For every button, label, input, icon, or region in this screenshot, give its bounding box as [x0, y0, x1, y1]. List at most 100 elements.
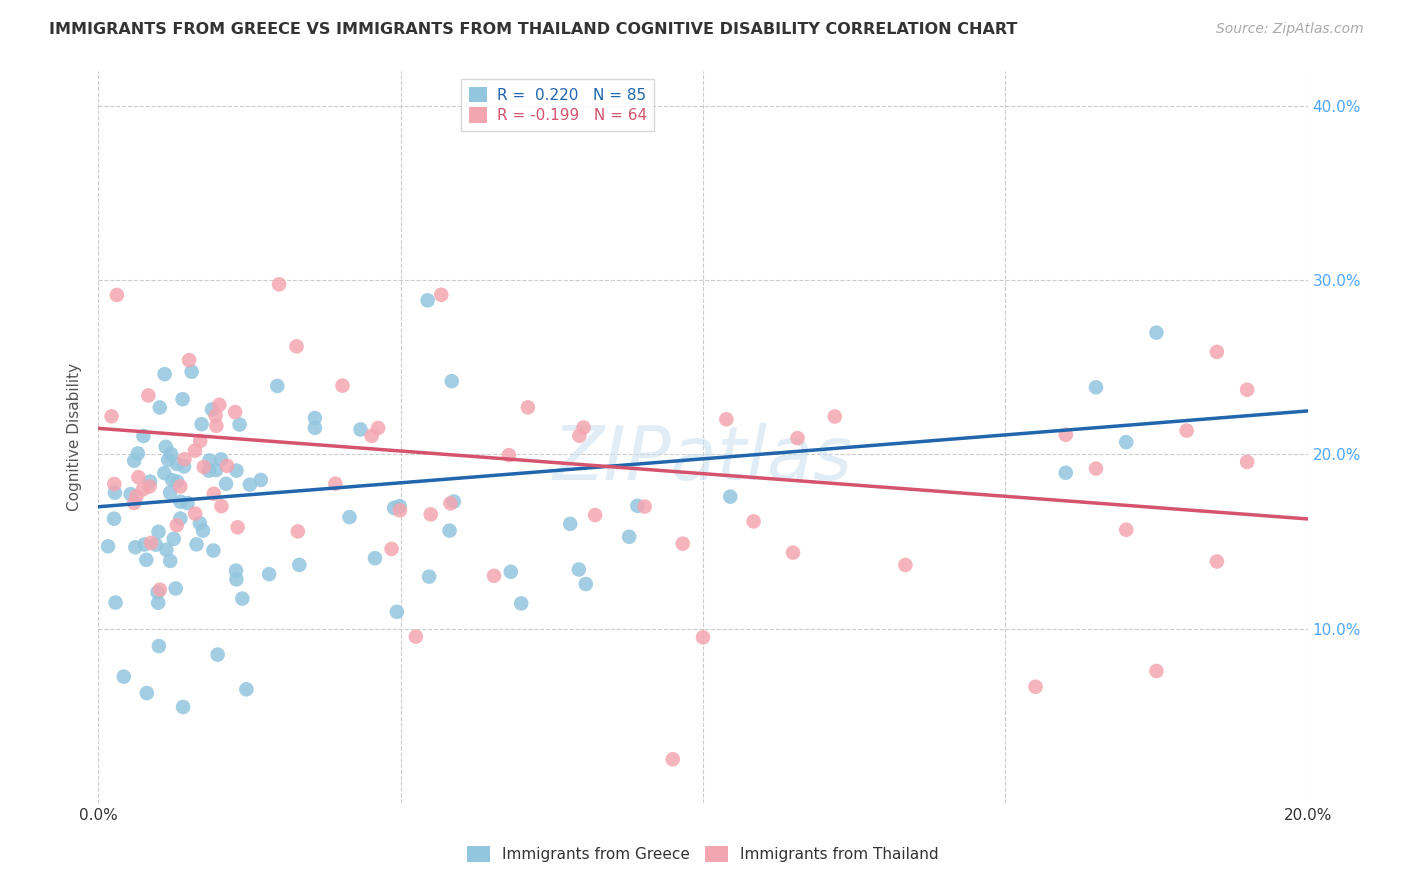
Point — [180, 365, 202, 379]
Point — [1175, 424, 1198, 438]
Point — [100, 409, 122, 424]
Point — [169, 511, 191, 525]
Point — [1085, 461, 1108, 475]
Point — [149, 582, 172, 597]
Point — [572, 420, 595, 434]
Point — [786, 431, 808, 445]
Point — [125, 490, 148, 504]
Point — [225, 573, 247, 587]
Point — [148, 639, 170, 653]
Point — [285, 339, 308, 353]
Point — [228, 417, 250, 432]
Point — [304, 421, 326, 435]
Point — [225, 464, 247, 478]
Point — [201, 402, 224, 417]
Point — [155, 542, 177, 557]
Point — [385, 605, 408, 619]
Point — [209, 499, 232, 513]
Text: Source: ZipAtlas.com: Source: ZipAtlas.com — [1216, 22, 1364, 37]
Point — [190, 417, 212, 432]
Point — [1206, 345, 1229, 359]
Point — [364, 551, 387, 566]
Point — [439, 524, 461, 538]
Point — [742, 514, 765, 528]
Point — [97, 539, 120, 553]
Point — [382, 500, 405, 515]
Point — [215, 458, 238, 473]
Point — [339, 510, 361, 524]
Point — [127, 446, 149, 460]
Point — [193, 459, 215, 474]
Point — [419, 508, 441, 522]
Point — [202, 487, 225, 501]
Point — [166, 457, 188, 471]
Point — [148, 596, 170, 610]
Point — [165, 582, 187, 596]
Point — [127, 470, 149, 484]
Text: ZIPatlas: ZIPatlas — [553, 423, 853, 495]
Point — [139, 536, 162, 550]
Point — [188, 516, 211, 530]
Point — [188, 434, 211, 448]
Point — [1236, 455, 1258, 469]
Point — [510, 596, 533, 610]
Point — [104, 595, 127, 609]
Point — [1115, 523, 1137, 537]
Point — [349, 422, 371, 436]
Legend: Immigrants from Greece, Immigrants from Thailand: Immigrants from Greece, Immigrants from … — [461, 840, 945, 868]
Point — [132, 429, 155, 443]
Point — [257, 567, 280, 582]
Point — [159, 554, 181, 568]
Point — [177, 353, 200, 368]
Point — [266, 379, 288, 393]
Point — [443, 494, 465, 508]
Point — [134, 537, 156, 551]
Point — [560, 516, 582, 531]
Point — [1206, 554, 1229, 568]
Point — [153, 367, 176, 381]
Point — [824, 409, 846, 424]
Point — [112, 670, 135, 684]
Point — [568, 429, 591, 443]
Point — [583, 508, 606, 522]
Point — [207, 648, 229, 662]
Point — [138, 388, 160, 402]
Point — [138, 479, 160, 493]
Point — [288, 558, 311, 572]
Point — [135, 553, 157, 567]
Point — [1085, 380, 1108, 394]
Point — [120, 487, 142, 501]
Point — [388, 503, 411, 517]
Point — [124, 541, 146, 555]
Point — [672, 536, 695, 550]
Point — [163, 532, 186, 546]
Point — [239, 477, 262, 491]
Point — [716, 412, 738, 426]
Point — [360, 429, 382, 443]
Point — [226, 520, 249, 534]
Point — [388, 499, 411, 513]
Point — [135, 686, 157, 700]
Point — [149, 401, 172, 415]
Point — [169, 494, 191, 508]
Point — [205, 463, 228, 477]
Point — [209, 452, 232, 467]
Point — [157, 452, 180, 467]
Point — [439, 496, 461, 510]
Point — [169, 479, 191, 493]
Point — [430, 287, 453, 301]
Point — [224, 405, 246, 419]
Point — [191, 524, 214, 538]
Point — [184, 507, 207, 521]
Point — [418, 569, 440, 583]
Point — [633, 500, 655, 514]
Point — [225, 564, 247, 578]
Point — [661, 752, 683, 766]
Point — [105, 288, 128, 302]
Point — [173, 459, 195, 474]
Point — [626, 499, 648, 513]
Point — [122, 453, 145, 467]
Point — [440, 374, 463, 388]
Point — [1054, 466, 1077, 480]
Point — [498, 448, 520, 462]
